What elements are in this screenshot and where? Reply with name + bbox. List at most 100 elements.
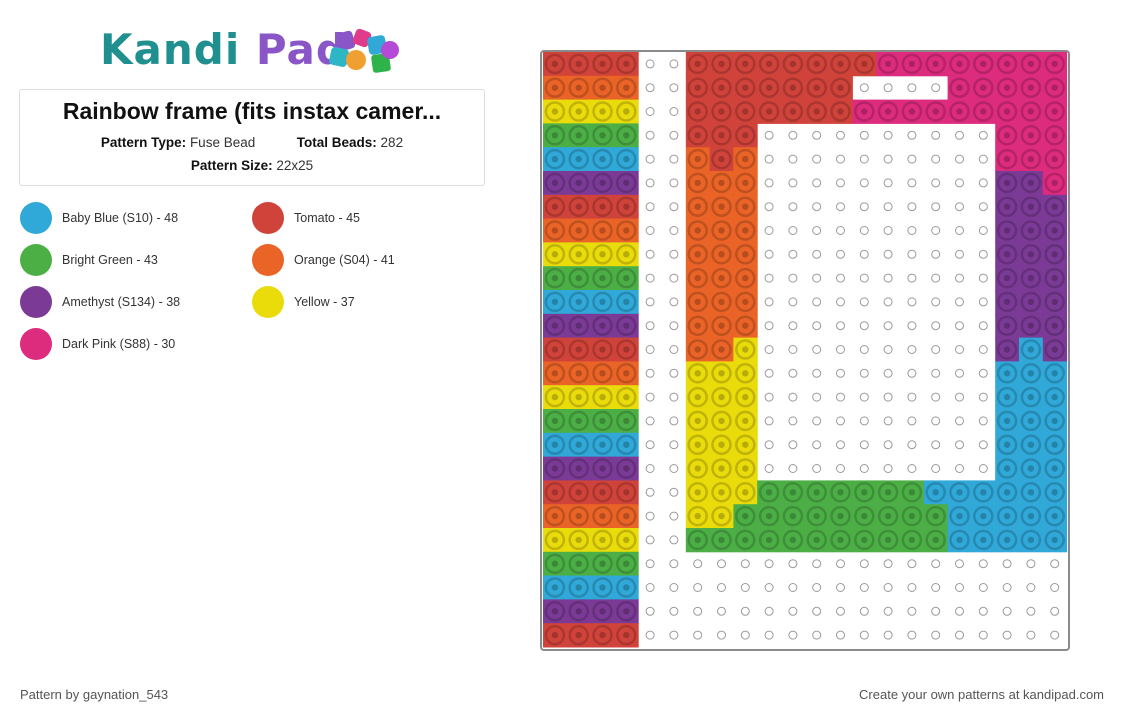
empty-peg (717, 630, 726, 640)
empty-peg (717, 583, 726, 592)
bead (543, 551, 568, 577)
empty-peg (645, 440, 655, 450)
bead (685, 266, 711, 291)
bead (590, 432, 615, 458)
bead (709, 147, 734, 172)
bead (543, 194, 568, 220)
legend-label: Orange (S04) - 41 (294, 253, 395, 267)
empty-peg (978, 583, 988, 592)
empty-peg (955, 178, 964, 188)
bead (1042, 171, 1068, 196)
bead (543, 480, 568, 505)
bead (1019, 242, 1044, 267)
bead (1042, 504, 1068, 529)
kandipad-link[interactable]: Create your own patterns at kandipad.com (859, 687, 1104, 702)
bead (1042, 361, 1068, 386)
bead (995, 337, 1020, 362)
empty-peg (978, 630, 988, 640)
bead (709, 480, 734, 505)
bead (995, 147, 1020, 172)
empty-peg (907, 202, 917, 212)
bead (685, 504, 711, 529)
empty-peg (907, 154, 917, 164)
bead (733, 385, 758, 410)
bead (543, 52, 568, 77)
empty-peg (859, 273, 869, 283)
bead (709, 313, 734, 339)
bead (781, 99, 806, 124)
empty-peg (859, 297, 869, 307)
empty-peg (836, 178, 845, 188)
bead (995, 171, 1020, 196)
bead (876, 480, 901, 505)
empty-peg (907, 416, 917, 426)
empty-peg (955, 130, 964, 140)
bead (1019, 75, 1044, 101)
legend-item: Yellow - 37 (252, 286, 355, 318)
bead (733, 75, 758, 101)
bead (614, 337, 639, 362)
empty-peg (788, 630, 798, 640)
empty-peg (955, 297, 964, 307)
bead (1019, 313, 1044, 339)
bead (995, 242, 1020, 267)
empty-peg (859, 392, 869, 402)
bead-pattern-board[interactable] (540, 50, 1070, 651)
bead (590, 504, 615, 529)
empty-peg (740, 559, 750, 569)
bead (614, 599, 639, 624)
bead (566, 456, 592, 481)
empty-peg (978, 154, 988, 164)
bead (781, 528, 806, 553)
bead (828, 75, 853, 101)
bead (566, 147, 592, 172)
bead (1019, 528, 1044, 553)
bead (685, 52, 711, 77)
kandipad-logo[interactable]: Kandi Pad (100, 24, 410, 76)
empty-peg (836, 368, 845, 378)
empty-peg (931, 392, 941, 402)
empty-peg (907, 273, 917, 283)
empty-peg (717, 559, 726, 569)
empty-peg (978, 559, 988, 569)
empty-peg (693, 630, 703, 640)
bead (614, 218, 639, 243)
pattern-type-value: Fuse Bead (189, 135, 256, 150)
bead (876, 52, 901, 77)
bead (733, 528, 758, 553)
empty-peg (907, 606, 917, 616)
bead (971, 99, 996, 124)
empty-peg (645, 511, 655, 521)
bead (614, 75, 639, 101)
empty-peg (788, 440, 798, 450)
bead (900, 528, 925, 553)
bead (566, 599, 592, 624)
bead (1042, 266, 1068, 291)
bead (757, 75, 782, 101)
bead (543, 147, 568, 172)
empty-peg (669, 178, 679, 188)
bead (543, 575, 568, 600)
empty-peg (764, 392, 774, 402)
bead (804, 528, 830, 553)
empty-peg (812, 178, 822, 188)
bead (733, 504, 758, 529)
empty-peg (788, 416, 798, 426)
empty-peg (669, 559, 679, 569)
bead (543, 361, 568, 386)
bead (995, 528, 1020, 553)
bead (923, 52, 949, 77)
pattern-type-label: Pattern Type: (100, 135, 187, 150)
empty-peg (931, 273, 941, 283)
bead (733, 99, 758, 124)
empty-peg (669, 202, 679, 212)
bead (1042, 409, 1068, 434)
legend-label: Dark Pink (S88) - 30 (62, 337, 176, 351)
empty-peg (764, 130, 774, 140)
bead (947, 99, 972, 124)
empty-peg (836, 154, 845, 164)
legend-item: Amethyst (S134) - 38 (20, 286, 180, 318)
bead (590, 147, 615, 172)
bead (566, 551, 592, 577)
bead (1019, 409, 1044, 434)
